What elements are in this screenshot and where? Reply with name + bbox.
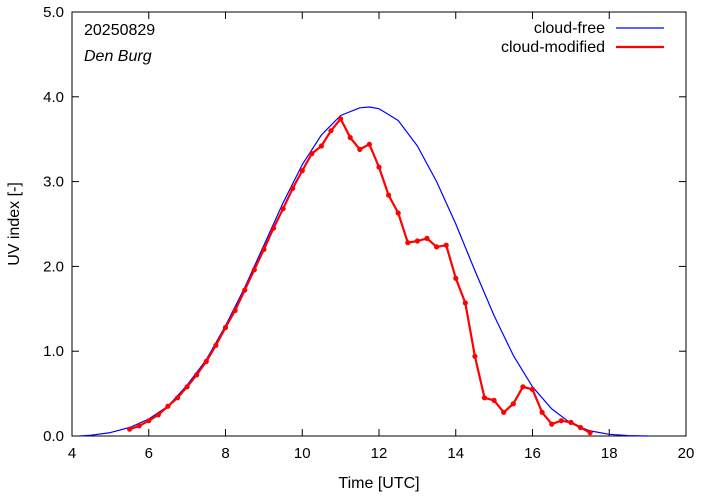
x-tick-label-1: 6 [145,445,153,462]
cloud-modified-point-31 [424,235,430,241]
cloud-modified-point-47 [577,424,584,431]
plot-frame [71,11,687,437]
cloud-modified-point-40 [510,401,516,407]
cloud-modified-point-1 [136,423,142,429]
cloud-modified-point-27 [386,192,392,198]
cloud-modified-point-41 [520,384,526,390]
cloud-modified-point-28 [395,210,401,216]
cloud-modified-point-33 [443,242,449,248]
x-tick-label-6: 16 [524,445,541,462]
cloud-modified-point-14 [261,246,267,252]
x-tick-label-4: 12 [371,445,388,462]
date-annotation: 20250829 [84,22,155,39]
cloud-modified-point-44 [549,421,555,427]
cloud-modified-point-9 [213,342,219,348]
x-tick-label-0: 4 [68,445,76,462]
cloud-modified-point-0 [127,426,133,432]
cloud-modified-point-23 [347,134,353,141]
cloud-modified-point-39 [501,409,507,415]
axis-ticks [71,11,687,437]
series-cloud-modified [127,116,593,436]
cloud-modified-point-38 [491,397,497,403]
cloud-free-line [79,106,648,437]
cloud-modified-point-24 [357,146,363,152]
x-tick-label-8: 20 [678,445,695,462]
cloud-modified-point-10 [222,324,229,331]
cloud-modified-point-48 [587,430,593,436]
y-tick-label-2: 2.0 [43,258,64,275]
x-tick-label-5: 14 [447,445,464,462]
cloud-modified-point-42 [529,386,536,392]
cloud-modified-point-34 [453,275,459,281]
legend: cloud-free cloud-modified [501,20,664,56]
cloud-modified-point-22 [338,116,344,122]
cloud-modified-point-16 [280,206,286,212]
cloud-modified-point-6 [184,384,190,390]
y-tick-label-4: 4.0 [43,89,64,106]
x-tick-label-3: 10 [294,445,311,462]
cloud-modified-point-12 [242,287,248,293]
cloud-modified-point-35 [462,300,468,306]
cloud-modified-point-26 [376,164,382,170]
y-tick-label-3: 3.0 [43,174,64,191]
cloud-modified-point-7 [194,372,200,378]
series-cloud-free [79,106,648,437]
y-axis-title: UV index [-] [6,182,23,266]
cloud-modified-point-37 [481,395,488,401]
cloud-modified-point-29 [405,240,411,246]
x-tick-label-2: 8 [221,445,229,462]
cloud-modified-point-32 [434,244,440,250]
y-tick-label-5: 5.0 [43,4,64,21]
cloud-modified-point-15 [270,225,277,231]
cloud-modified-point-13 [251,267,257,273]
cloud-modified-point-36 [472,353,478,359]
cloud-modified-point-2 [146,418,152,424]
cloud-modified-point-19 [309,151,315,157]
x-axis-title: Time [UTC] [338,475,419,492]
cloud-modified-point-46 [568,419,574,425]
cloud-modified-point-11 [232,307,238,314]
axis-tick-labels: 4 6 8 10 12 14 16 18 20 0.0 1.0 2.0 3.0 4.0 5.0 [43,4,694,462]
cloud-modified-point-21 [328,128,334,134]
legend-label-cloud-modified: cloud-modified [501,39,605,56]
cloud-modified-point-3 [155,412,161,418]
x-tick-label-7: 18 [601,445,618,462]
cloud-modified-point-5 [174,395,181,401]
cloud-modified-point-20 [318,143,324,149]
legend-label-cloud-free: cloud-free [534,20,605,37]
cloud-modified-point-30 [414,238,420,244]
cloud-modified-point-43 [539,409,545,415]
cloud-modified-point-45 [558,418,564,424]
cloud-modified-point-4 [165,403,171,409]
y-tick-label-1: 1.0 [43,343,64,360]
y-tick-label-0: 0.0 [43,428,64,445]
cloud-modified-point-25 [366,141,372,147]
cloud-modified-point-17 [290,185,296,191]
cloud-modified-point-18 [299,168,305,174]
station-annotation: Den Burg [84,48,152,65]
cloud-modified-point-8 [203,358,209,364]
